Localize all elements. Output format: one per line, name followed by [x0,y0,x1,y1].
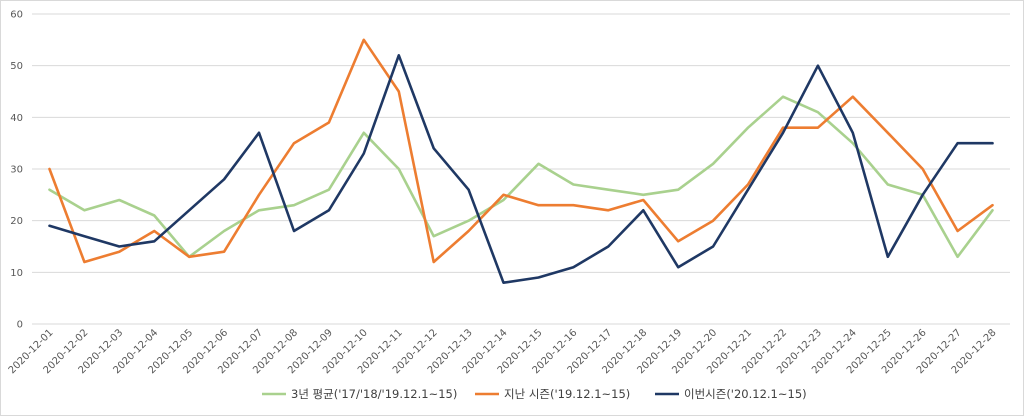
y-tick-label: 10 [10,268,23,279]
y-tick-label: 50 [10,61,23,72]
y-tick-label: 60 [10,10,23,21]
y-tick-label: 30 [10,165,23,176]
series-line-2 [48,53,994,285]
series-lines [48,38,994,285]
legend-label-2: 이번시즌('20.12.1~15) [684,387,807,401]
gridlines [32,13,1010,325]
y-axis-ticks: 0 10 20 30 40 50 60 [10,10,23,331]
x-axis-ticks: 2020-12-012020-12-022020-12-032020-12-04… [7,327,999,376]
legend-label-1: 지난 시즌('19.12.1~15) [504,387,630,401]
y-tick-label: 0 [17,320,23,331]
y-tick-label: 40 [10,113,23,124]
series-line-1 [48,38,994,264]
y-tick-label: 20 [10,216,23,227]
legend-label-0: 3년 평균('17/'18/'19.12.1~15) [291,387,457,401]
legend: 3년 평균('17/'18/'19.12.1~15) 지난 시즌('19.12.1… [262,387,807,401]
series-line-0 [48,95,994,259]
